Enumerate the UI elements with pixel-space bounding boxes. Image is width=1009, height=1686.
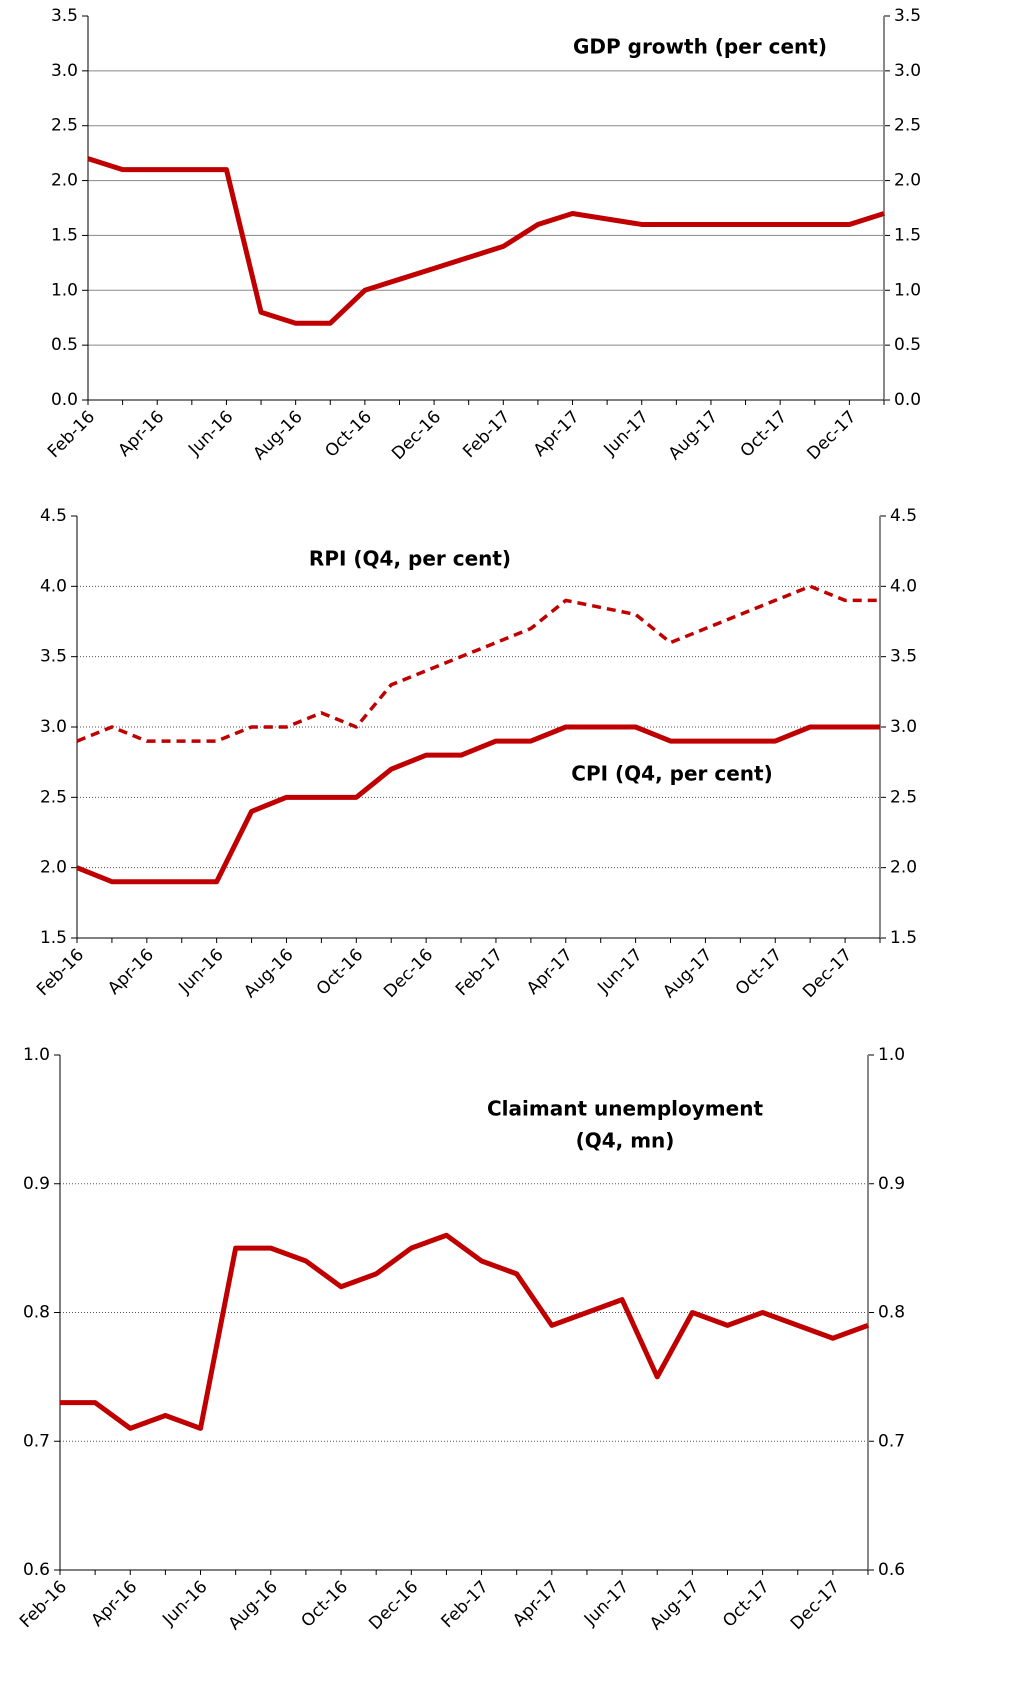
y2-tick-label: 2.5: [894, 116, 921, 136]
chart-title: Claimant unemployment: [487, 1097, 763, 1121]
x-tick-label: Feb-17: [459, 407, 514, 462]
x-tick-label: Aug-16: [240, 945, 297, 1002]
y-tick-label: 0.5: [51, 335, 78, 355]
y-tick-label: 2.0: [40, 858, 67, 878]
y2-tick-label: 2.0: [890, 858, 917, 878]
series-line: [76, 584, 880, 743]
y2-tick-label: 4.5: [890, 506, 917, 526]
y-tick-label: 2.5: [40, 787, 67, 807]
y-tick-label: 4.5: [40, 506, 67, 526]
x-tick-label: Apr-17: [509, 1577, 563, 1631]
y2-tick-label: 0.7: [878, 1431, 905, 1451]
y-tick-label: 0.0: [51, 390, 78, 410]
x-tick-label: Jun-16: [158, 1577, 211, 1630]
x-tick-label: Aug-16: [249, 407, 306, 464]
y-tick-label: 0.6: [23, 1560, 50, 1580]
y-tick-label: 2.5: [51, 116, 78, 136]
x-tick-label: Apr-17: [530, 407, 584, 461]
x-tick-label: Oct-16: [321, 407, 376, 462]
y-tick-label: 2.0: [51, 171, 78, 191]
x-tick-label: Dec-16: [388, 407, 445, 464]
x-tick-label: Dec-17: [799, 945, 856, 1002]
y2-tick-label: 3.5: [890, 647, 917, 667]
y2-tick-label: 1.0: [894, 280, 921, 300]
x-tick-label: Aug-17: [659, 945, 716, 1002]
y-tick-label: 0.9: [23, 1174, 50, 1194]
y-tick-label: 3.0: [40, 717, 67, 737]
y2-tick-label: 0.5: [894, 335, 921, 355]
x-tick-label: Oct-17: [737, 407, 792, 462]
x-tick-label: Dec-17: [803, 407, 860, 464]
y-tick-label: 0.8: [23, 1303, 50, 1323]
y-tick-label: 3.5: [40, 647, 67, 667]
x-tick-label: Oct-17: [719, 1577, 774, 1632]
x-tick-label: Apr-16: [88, 1577, 142, 1631]
y-tick-label: 1.5: [51, 225, 78, 245]
chart-title: (Q4, mn): [576, 1129, 675, 1153]
series-label: CPI (Q4, per cent): [571, 762, 772, 786]
series-label: RPI (Q4, per cent): [309, 547, 511, 571]
y2-tick-label: 3.0: [890, 717, 917, 737]
y-tick-label: 3.0: [51, 61, 78, 81]
x-tick-label: Feb-17: [452, 945, 507, 1000]
y-tick-label: 1.5: [40, 928, 67, 948]
y2-tick-label: 1.5: [894, 225, 921, 245]
y2-tick-label: 2.5: [890, 787, 917, 807]
x-tick-label: Apr-16: [114, 407, 168, 461]
x-tick-label: Feb-17: [438, 1577, 493, 1632]
x-tick-label: Dec-16: [380, 945, 437, 1002]
x-tick-label: Oct-16: [298, 1577, 353, 1632]
x-tick-label: Apr-16: [104, 945, 158, 999]
x-tick-label: Aug-17: [665, 407, 722, 464]
y2-tick-label: 0.8: [878, 1303, 905, 1323]
y-tick-label: 1.0: [51, 280, 78, 300]
x-tick-label: Feb-16: [16, 1577, 71, 1632]
x-tick-label: Jun-16: [174, 945, 227, 998]
x-tick-label: Dec-17: [787, 1577, 844, 1634]
x-tick-label: Jun-17: [600, 407, 653, 460]
x-tick-label: Oct-17: [732, 945, 787, 1000]
x-tick-label: Jun-17: [580, 1577, 633, 1630]
x-tick-label: Dec-16: [365, 1577, 422, 1634]
y-tick-label: 4.0: [40, 576, 67, 596]
y2-tick-label: 1.5: [890, 928, 917, 948]
y2-tick-label: 4.0: [890, 576, 917, 596]
x-tick-label: Jun-17: [593, 945, 646, 998]
y-tick-label: 0.7: [23, 1431, 50, 1451]
series-line: [87, 156, 885, 326]
x-tick-label: Aug-17: [646, 1577, 703, 1634]
y2-tick-label: 0.0: [894, 390, 921, 410]
chart-title: GDP growth (per cent): [573, 35, 827, 59]
x-tick-label: Apr-17: [523, 945, 577, 999]
y2-tick-label: 0.6: [878, 1560, 905, 1580]
x-tick-label: Aug-16: [225, 1577, 282, 1634]
y2-tick-label: 0.9: [878, 1174, 905, 1194]
x-tick-label: Feb-16: [33, 945, 88, 1000]
y2-tick-label: 1.0: [878, 1045, 905, 1065]
x-tick-label: Feb-16: [44, 407, 99, 462]
y2-tick-label: 3.5: [894, 6, 921, 26]
x-tick-label: Oct-16: [313, 945, 368, 1000]
series-line: [60, 1232, 869, 1431]
y-tick-label: 3.5: [51, 6, 78, 26]
y2-tick-label: 2.0: [894, 171, 921, 191]
y2-tick-label: 3.0: [894, 61, 921, 81]
x-tick-label: Jun-16: [184, 407, 237, 460]
y-tick-label: 1.0: [23, 1045, 50, 1065]
series-line: [76, 724, 880, 885]
